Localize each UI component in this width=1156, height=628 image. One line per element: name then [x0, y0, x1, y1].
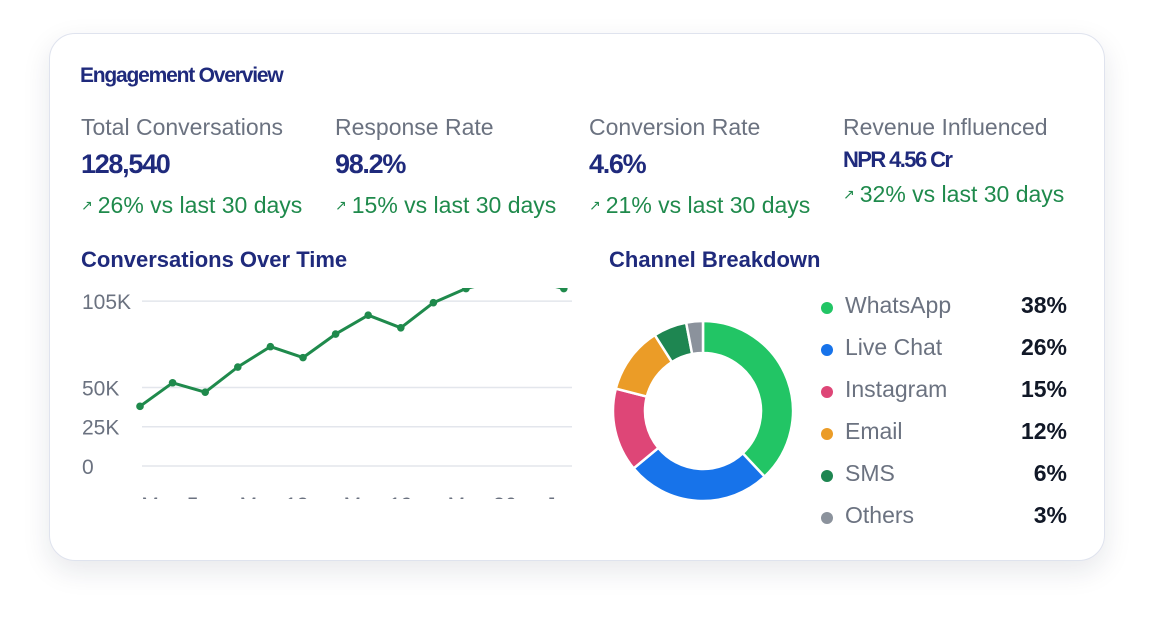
kpi-value: 128,540 [81, 149, 171, 179]
arrow-up-right-icon: ↗ [335, 197, 347, 213]
x-tick-label: May 12 [240, 494, 309, 499]
y-tick-label: 0 [82, 456, 94, 479]
conversations-line-chart: 0 25K 50K 105K May 5 May 12 May 19 May 26 Jun [82, 285, 574, 499]
data-point[interactable] [266, 342, 275, 351]
legend-label: Others [845, 502, 915, 528]
kpi-conversion-rate: Conversion Rate 4.6% ↗ 21% vs last 30 day… [589, 114, 810, 219]
engagement-overview-card: Engagement Overview Total Conversations … [49, 33, 1105, 561]
data-point[interactable] [429, 298, 438, 307]
kpi-value: NPR 4.56 Cr [843, 147, 953, 172]
kpi-label: Total Conversations [81, 114, 283, 140]
donut-slice-whatsapp[interactable] [701, 319, 795, 479]
data-point[interactable] [397, 323, 405, 332]
channel-donut-chart [611, 319, 795, 503]
legend-dot-icon [821, 386, 833, 398]
kpi-label: Revenue Influenced [843, 114, 1048, 140]
legend-label: Live Chat [845, 334, 943, 360]
legend-dot-icon [821, 344, 833, 356]
kpi-revenue-influenced: Revenue Influenced NPR 4.56 Cr ↗ 32% vs l… [843, 114, 1064, 208]
data-point[interactable] [364, 311, 373, 320]
kpi-label: Conversion Rate [589, 114, 761, 140]
data-point[interactable] [331, 330, 340, 338]
arrow-up-right-icon: ↗ [589, 197, 601, 213]
kpi-delta: ↗ 26% vs last 30 days [81, 192, 302, 219]
y-tick-label: 50K [82, 377, 119, 400]
kpi-delta: ↗ 21% vs last 30 days [589, 192, 810, 219]
kpi-total-conversations: Total Conversations 128,540 ↗ 26% vs last… [81, 114, 302, 219]
data-point[interactable] [462, 285, 470, 293]
arrow-up-right-icon: ↗ [843, 186, 855, 202]
channel-legend: WhatsApp 38% Live Chat 26% Instagram 15% Email… [817, 292, 1077, 544]
x-tick-label: Jun [545, 494, 574, 499]
legend-item-sms[interactable]: SMS 6% [817, 460, 1077, 502]
legend-item-whatsapp[interactable]: WhatsApp 38% [817, 292, 1077, 334]
legend-item-instagram[interactable]: Instagram 15% [817, 376, 1077, 418]
legend-item-others[interactable]: Others 3% [817, 502, 1077, 544]
legend-dot-icon [821, 428, 833, 440]
data-point[interactable] [201, 388, 209, 396]
legend-label: SMS [845, 460, 895, 486]
legend-label: Instagram [845, 376, 948, 402]
card-title: Engagement Overview [80, 64, 284, 87]
data-point[interactable] [168, 378, 177, 387]
legend-dot-icon [821, 512, 833, 524]
data-point[interactable] [136, 402, 144, 411]
data-point[interactable] [234, 363, 242, 371]
x-tick-label: May 5 [141, 494, 198, 499]
legend-label: WhatsApp [845, 292, 952, 318]
series-line [139, 288, 564, 408]
line-chart-title: Conversations Over Time [81, 247, 348, 272]
y-tick-label: 25K [82, 417, 119, 440]
data-point[interactable] [299, 353, 307, 362]
legend-value: 15% [1020, 376, 1067, 402]
legend-value: 6% [1033, 460, 1067, 486]
kpi-response-rate: Response Rate 98.2% ↗ 15% vs last 30 days [335, 114, 556, 219]
kpi-delta-text: 32% vs last 30 days [859, 181, 1065, 207]
legend-dot-icon [821, 470, 833, 482]
legend-value: 3% [1033, 502, 1067, 528]
kpi-delta-text: 21% vs last 30 days [605, 192, 811, 218]
legend-item-email[interactable]: Email 12% [817, 418, 1077, 460]
x-tick-label: May 19 [344, 494, 413, 499]
donut-slice-live-chat[interactable] [631, 446, 767, 503]
kpi-label: Response Rate [335, 114, 494, 140]
legend-item-live-chat[interactable]: Live Chat 26% [817, 334, 1077, 376]
x-tick-label: May 26 [448, 494, 517, 499]
legend-dot-icon [821, 302, 833, 314]
y-tick-label: 105K [82, 291, 131, 314]
arrow-up-right-icon: ↗ [81, 197, 93, 213]
donut-chart-title: Channel Breakdown [609, 247, 821, 272]
kpi-delta-text: 26% vs last 30 days [97, 192, 303, 218]
kpi-delta-text: 15% vs last 30 days [351, 192, 557, 218]
kpi-value: 98.2% [335, 149, 406, 179]
data-point[interactable] [560, 285, 568, 293]
legend-label: Email [845, 418, 903, 444]
legend-value: 38% [1020, 292, 1067, 318]
kpi-value: 4.6% [589, 149, 647, 179]
kpi-delta: ↗ 15% vs last 30 days [335, 192, 556, 219]
kpi-delta: ↗ 32% vs last 30 days [843, 181, 1064, 208]
donut-slice-others[interactable] [684, 319, 705, 356]
legend-value: 26% [1020, 334, 1067, 360]
legend-value: 12% [1020, 418, 1067, 444]
